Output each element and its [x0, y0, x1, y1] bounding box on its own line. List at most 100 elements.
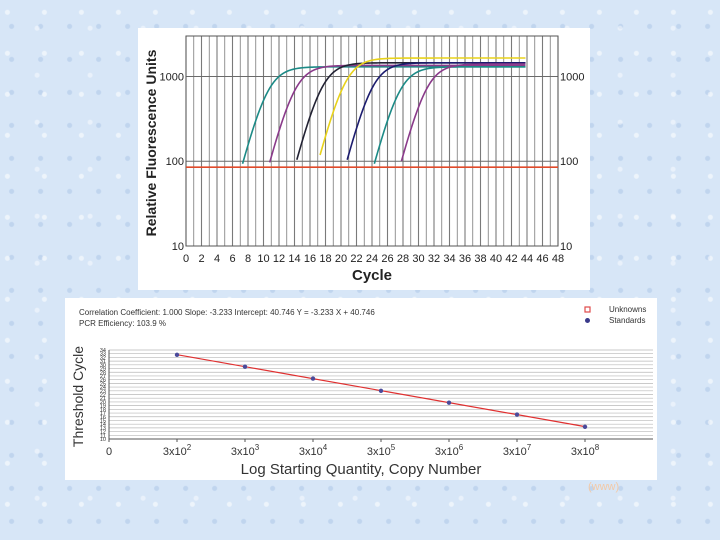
x-tick-base: 3x10	[367, 446, 391, 458]
x-tick-label: 6	[229, 253, 235, 265]
x-tick-exponent: 5	[391, 443, 396, 452]
x-tick-label: 3x102	[163, 443, 192, 458]
x-tick-label: 12	[273, 253, 285, 265]
x-tick-label: 42	[505, 253, 517, 265]
x-tick-label: 36	[459, 253, 471, 265]
y-tick-label-left: 100	[166, 156, 184, 168]
x-tick-exponent: 4	[323, 443, 328, 452]
x-tick-label: 10	[257, 253, 269, 265]
x-tick-label: 8	[245, 253, 251, 265]
amplification-curve-standard-2	[268, 64, 526, 163]
standard-point	[582, 424, 588, 429]
y-tick-label: 11	[100, 433, 106, 439]
x-tick-label: 2	[198, 253, 204, 265]
y-axis-title: Relative Fluorescence Units	[143, 49, 159, 236]
y-tick-label: 24	[100, 385, 106, 391]
y-tick-label-left: 10	[172, 241, 184, 253]
x-tick-label: 44	[521, 253, 533, 265]
x-tick-label: 46	[536, 253, 548, 265]
y-tick-label-right: 10	[560, 241, 572, 253]
y-tick-label: 13	[100, 426, 106, 432]
x-tick-label: 16	[304, 253, 316, 265]
x-axis-title: Log Starting Quantity, Copy Number	[241, 461, 482, 478]
y-tick-label: 28	[100, 370, 106, 376]
amplification-curve-standard-4	[319, 57, 526, 156]
legend-marker-standards	[585, 318, 590, 323]
amplification-curve-standard-7	[400, 63, 526, 162]
x-tick-exponent: 2	[187, 443, 192, 452]
stats-line-1: Correlation Coefficient: 1.000 Slope: -3…	[79, 308, 375, 317]
x-axis-title: Cycle	[352, 267, 392, 284]
y-tick-label: 10	[100, 437, 106, 443]
x-tick-label: 24	[366, 253, 378, 265]
y-tick-label: 33	[100, 352, 106, 358]
y-tick-label: 29	[100, 367, 106, 373]
x-tick-base: 3x10	[299, 446, 323, 458]
x-tick-base: 3x10	[571, 446, 595, 458]
x-tick-label: 4	[214, 253, 220, 265]
y-tick-label: 21	[100, 396, 106, 402]
x-tick-label: 34	[443, 253, 455, 265]
x-tick-label: 20	[335, 253, 347, 265]
y-tick-label: 32	[100, 355, 106, 361]
x-tick-exponent: 6	[459, 443, 464, 452]
y-tick-label: 15	[100, 418, 106, 424]
standard-curve-plot: Correlation Coefficient: 1.000 Slope: -3…	[70, 305, 653, 478]
x-tick-exponent: 8	[595, 443, 600, 452]
y-tick-label-right: 100	[560, 156, 578, 168]
y-tick-label: 14	[100, 422, 106, 428]
legend-label: Standards	[609, 316, 645, 325]
y-tick-label: 20	[100, 400, 106, 406]
x-tick-label: 40	[490, 253, 502, 265]
y-tick-label-right: 1000	[560, 71, 584, 83]
x-tick-label: 14	[288, 253, 300, 265]
plot-frame	[185, 35, 559, 247]
x-tick-base: 3x10	[435, 446, 459, 458]
standard-point	[514, 412, 520, 417]
standard-point	[242, 364, 248, 369]
x-tick-label: 3x106	[435, 443, 464, 458]
y-tick-label-left: 1000	[160, 71, 184, 83]
x-tick-label: 3x105	[367, 443, 396, 458]
x-tick-label: 3x103	[231, 443, 260, 458]
x-tick-label: 48	[552, 253, 564, 265]
standard-curve-panel: Correlation Coefficient: 1.000 Slope: -3…	[65, 298, 657, 480]
x-tick-label: 0	[183, 253, 189, 265]
x-tick-base: 3x10	[503, 446, 527, 458]
x-tick-base: 3x10	[231, 446, 255, 458]
x-tick-label: 32	[428, 253, 440, 265]
x-tick-label: 28	[397, 253, 409, 265]
y-tick-label: 23	[100, 389, 106, 395]
x-tick-label: 0	[106, 446, 112, 458]
y-tick-label: 27	[100, 374, 106, 380]
legend-marker-unknowns	[584, 306, 591, 313]
standard-point	[378, 388, 384, 393]
y-tick-label: 19	[100, 404, 106, 410]
y-tick-label: 30	[100, 363, 106, 369]
amplification-plot: 0 2 4 6 8 10 12 14 16 18 20 22 24 26 28 30 32 34 36 38 40 42 4…	[143, 35, 584, 284]
x-tick-label: 30	[412, 253, 424, 265]
y-tick-label: 17	[100, 411, 106, 417]
x-tick-label: 3x108	[571, 443, 600, 458]
y-tick-label: 22	[100, 393, 106, 399]
x-tick-base: 3x10	[163, 446, 187, 458]
x-tick-label: 26	[381, 253, 393, 265]
amplification-curve-standard-5	[346, 61, 526, 160]
standard-point	[174, 352, 180, 358]
legend-label: Unknowns	[609, 305, 646, 314]
y-tick-label: 16	[100, 415, 106, 421]
x-tick-exponent: 3	[255, 443, 260, 452]
x-tick-label: 3x107	[503, 443, 532, 458]
y-tick-label: 18	[100, 407, 106, 413]
y-axis-title: Threshold Cycle	[70, 346, 86, 447]
stats-line-2: PCR Efficiency: 103.9 %	[79, 319, 166, 328]
y-tick-label: 34	[100, 348, 106, 354]
y-tick-label: 12	[100, 430, 106, 436]
y-tick-label: 31	[100, 359, 106, 365]
x-tick-label: 18	[319, 253, 331, 265]
standard-point	[446, 400, 452, 405]
standard-point	[310, 376, 316, 381]
x-tick-base: 0	[106, 446, 112, 458]
x-tick-label: 3x104	[299, 443, 328, 458]
x-tick-label: 22	[350, 253, 362, 265]
